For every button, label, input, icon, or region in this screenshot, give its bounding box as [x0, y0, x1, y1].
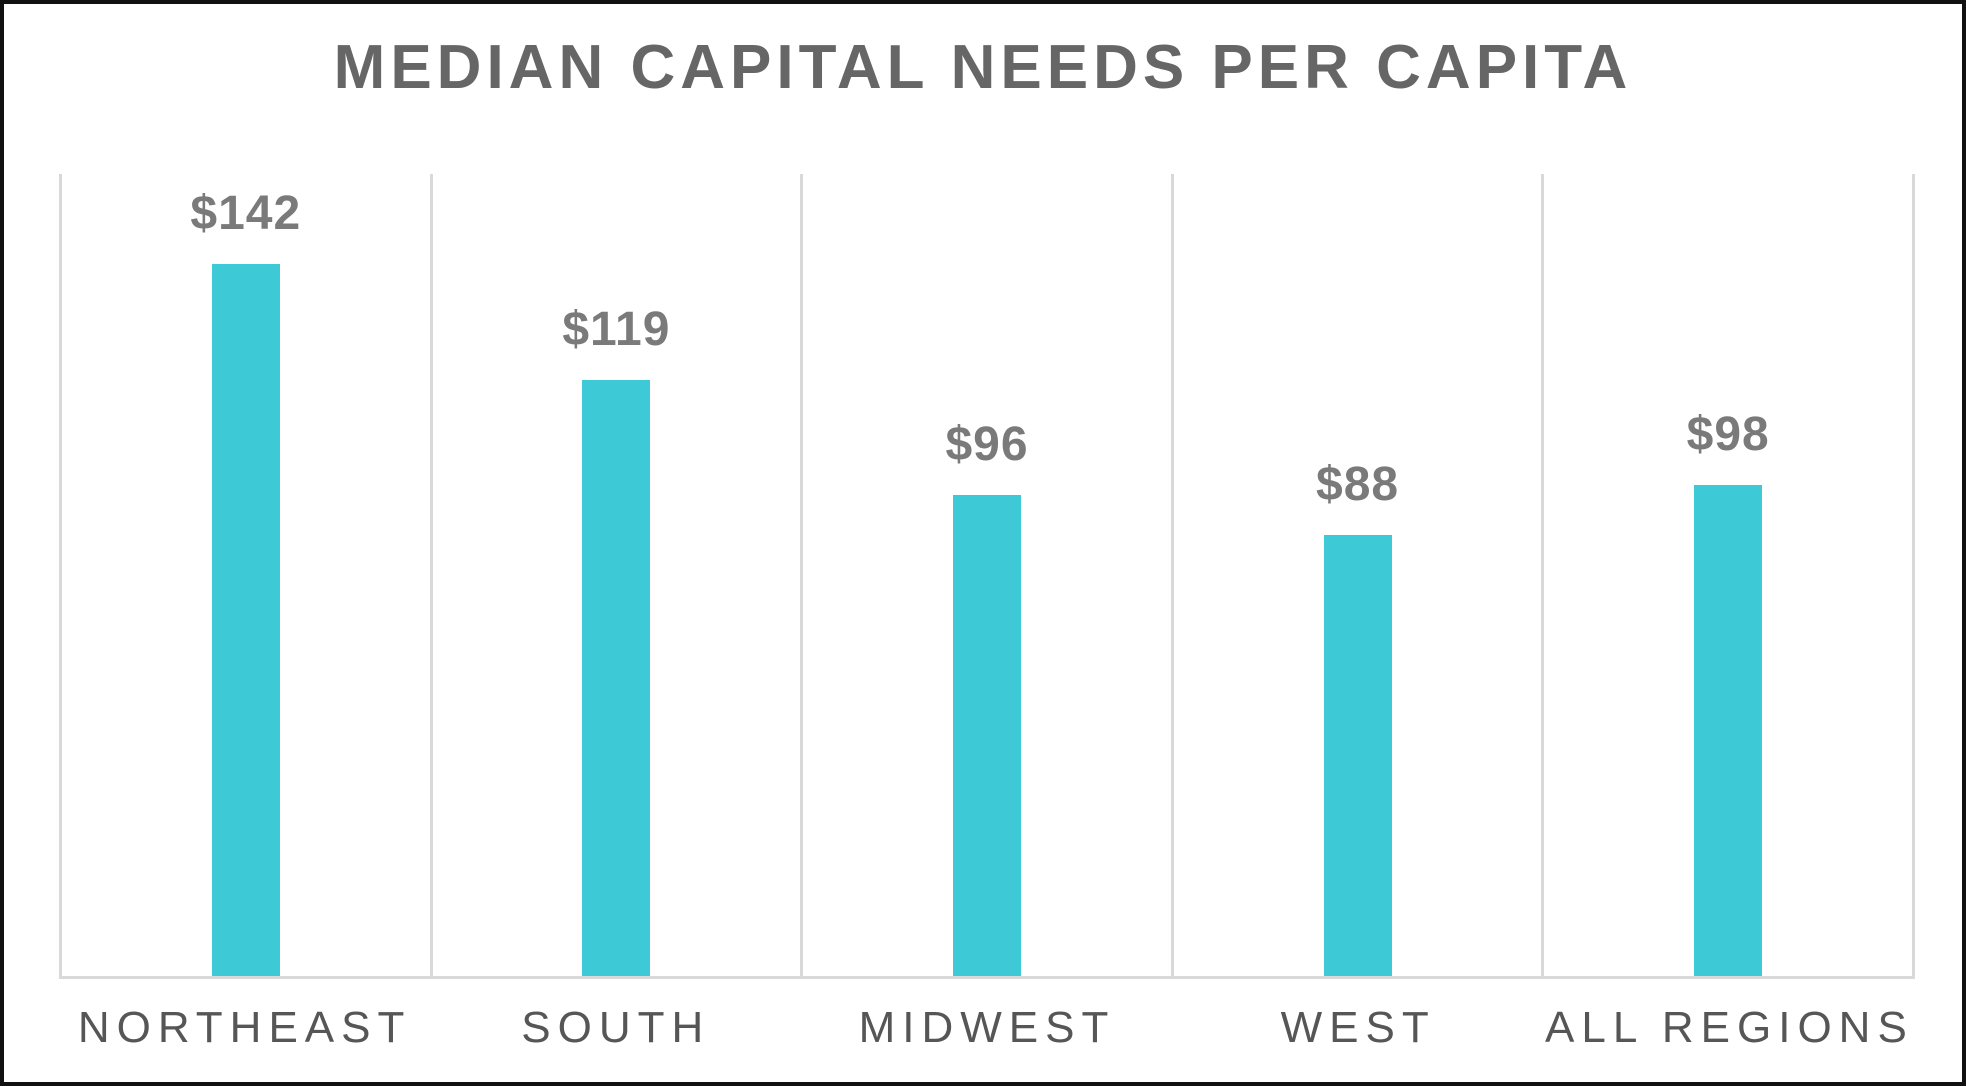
category-label: MIDWEST	[858, 1003, 1116, 1052]
bar-northeast	[211, 264, 280, 976]
chart-title: MEDIAN CAPITAL NEEDS PER CAPITA	[333, 33, 1633, 102]
bar-midwest	[952, 495, 1021, 976]
x-axis-labels: NORTHEAST SOUTH MIDWEST WEST ALL REGIONS	[59, 979, 1915, 1053]
bar-value-label: $119	[562, 303, 671, 356]
chart-column-midwest: $96	[800, 174, 1171, 976]
plot-area: $142 $119 $96 $88 $98	[59, 174, 1915, 979]
bar-south	[582, 380, 651, 976]
bar-value-label: $96	[945, 418, 1029, 471]
chart-column-west: $88	[1170, 174, 1542, 976]
bar-west	[1323, 535, 1392, 976]
bar-value-label: $142	[190, 187, 302, 240]
chart-column-all-regions: $98	[1541, 174, 1912, 976]
category-label: ALL REGIONS	[1545, 1003, 1914, 1052]
category-label: WEST	[1280, 1003, 1436, 1052]
chart-column-south: $119	[429, 174, 801, 976]
bar-value-label: $88	[1316, 458, 1400, 511]
bar-value-label: $98	[1686, 408, 1770, 461]
category-label: SOUTH	[521, 1003, 711, 1052]
chart-column-northeast: $142	[59, 174, 430, 976]
bar-all-regions	[1694, 485, 1763, 976]
category-label: NORTHEAST	[77, 1003, 412, 1052]
